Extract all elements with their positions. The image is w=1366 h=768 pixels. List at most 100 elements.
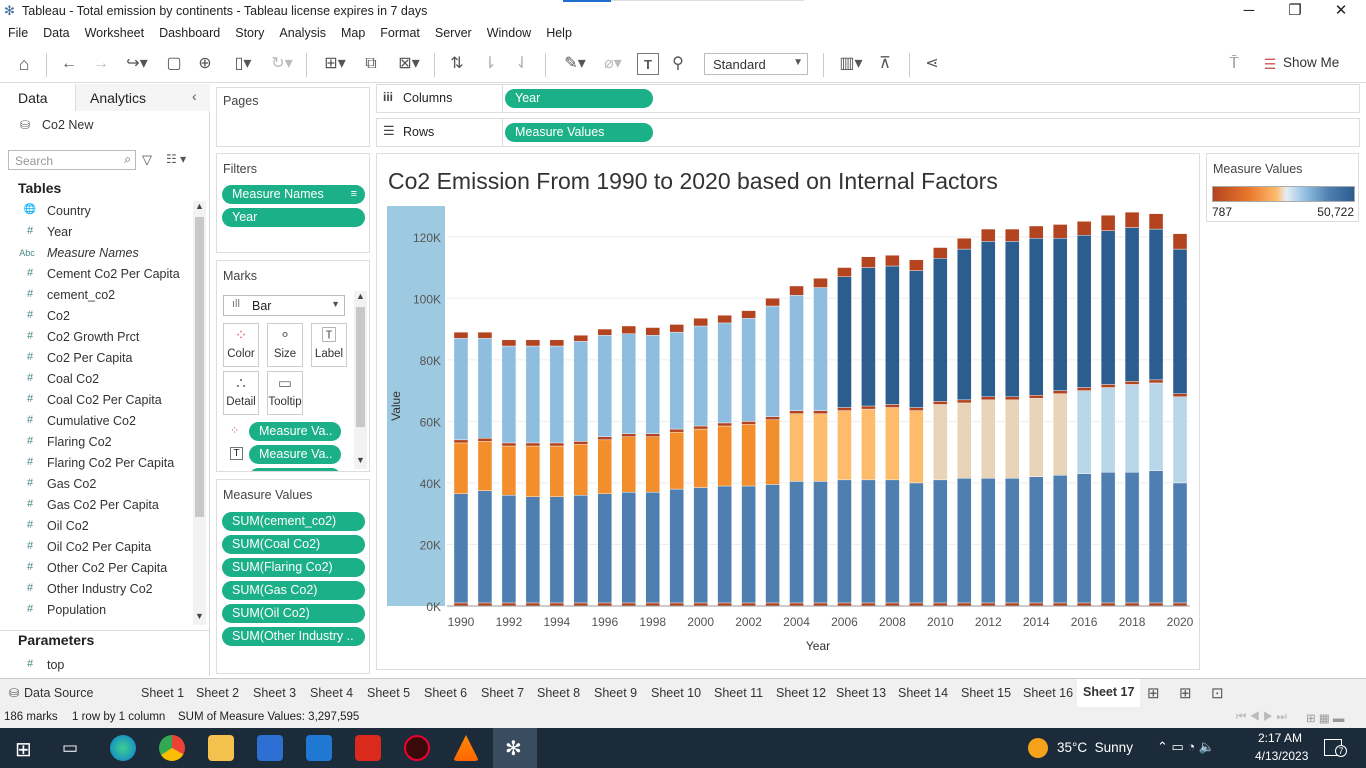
maximize-button[interactable]: ❐ [1288,2,1302,19]
bar-segment[interactable] [981,478,996,604]
marks-scrollbar[interactable]: ▲ ▼ [354,291,367,469]
bar-segment[interactable] [1076,387,1092,391]
marks-pill-partial[interactable] [249,468,341,471]
menu-item-format[interactable]: Format [380,26,420,40]
tableau-taskbar-button[interactable]: ✻ [493,728,537,768]
menu-item-dashboard[interactable]: Dashboard [159,26,221,40]
bar-segment[interactable] [1005,241,1020,397]
pause-updates-icon[interactable]: ▯▾ [234,55,252,72]
bar-segment[interactable] [1005,396,1020,401]
bar-segment[interactable] [1124,471,1140,604]
bar-segment[interactable] [597,335,612,437]
bar-segment[interactable] [885,407,900,481]
bar-segment[interactable] [741,318,756,422]
presentation-mode-icon[interactable]: ⊼ [879,55,891,72]
field-item[interactable]: # Other Industry Co2 [0,579,190,600]
bar-segment[interactable] [741,485,756,604]
bar-segment[interactable] [957,399,972,404]
weather-text[interactable]: 35°C Sunny [1057,740,1133,755]
new-worksheet-tab-icon[interactable]: ⊞ [1147,685,1160,702]
sheet-tab[interactable]: Sheet 5 [367,686,411,700]
datasource-row[interactable]: ⛁ Co2 New [18,118,208,138]
bar-segment[interactable] [1029,395,1044,399]
bar-segment[interactable] [1100,387,1116,473]
format-painter-icon[interactable]: ⍑ [1229,55,1239,72]
bar-segment[interactable] [669,431,684,490]
bar-segment[interactable] [765,416,780,421]
measure-value-pill[interactable]: SUM(cement_co2) [222,512,365,531]
bar-segment[interactable] [621,325,636,334]
rows-pill-measure-values[interactable]: Measure Values [505,123,653,142]
redo-icon[interactable]: → [93,55,109,72]
bar-segment[interactable] [933,247,948,259]
menu-item-file[interactable]: File [8,26,29,40]
bar-segment[interactable] [669,324,684,333]
bar-segment[interactable] [501,442,517,447]
bar-segment[interactable] [669,428,684,433]
bar-segment[interactable] [1172,248,1188,394]
bar-segment[interactable] [1029,225,1044,239]
sort-ascending-icon[interactable]: ⇂ [483,55,497,72]
bar-segment[interactable] [453,439,469,444]
size-button[interactable]: ⚬ Size [267,323,303,367]
bar-segment[interactable] [765,419,780,485]
bar-segment[interactable] [621,436,636,493]
bar-segment[interactable] [693,425,708,430]
bar-segment[interactable] [453,493,469,604]
menu-item-data[interactable]: Data [43,26,70,40]
bar-segment[interactable] [693,487,708,604]
sheet-tab[interactable]: Sheet 14 [898,686,949,700]
bar-segment[interactable] [597,439,612,494]
bar-segment[interactable] [789,413,804,482]
tab-data[interactable]: Data [0,84,76,111]
sort-descending-icon[interactable]: ⇃ [515,55,529,72]
bar-segment[interactable] [1100,384,1116,388]
new-story-tab-icon[interactable]: ⊡ [1211,685,1224,702]
swap-rows-columns-icon[interactable]: ⇅ [450,55,464,72]
bar-segment[interactable] [861,267,876,407]
show-cards-icon[interactable]: ▥▾ [839,55,863,72]
bar-segment[interactable] [957,248,972,401]
fix-axes-icon[interactable]: ⚲ [672,55,684,72]
measure-value-pill[interactable]: SUM(Flaring Co2) [222,558,365,577]
bar-segment[interactable] [1148,379,1164,384]
sheet-tab[interactable]: Sheet 4 [310,686,354,700]
bar-segment[interactable] [765,305,780,417]
bar-segment[interactable] [525,345,541,444]
bar-segment[interactable] [525,339,541,347]
sheet-tab[interactable]: Sheet 1 [141,686,185,700]
bar-segment[interactable] [477,338,493,439]
bar-segment[interactable] [1124,211,1140,228]
bar-segment[interactable] [645,491,660,604]
bar-segment[interactable] [957,238,972,250]
bar-segment[interactable] [597,493,612,604]
bar-segment[interactable] [477,441,493,491]
bar-segment[interactable] [597,436,612,441]
system-tray-icons[interactable]: ⌃ ▭ ◔ 🔈 [1157,739,1216,754]
color-button[interactable]: ⁘ Color [223,323,259,367]
bar-segment[interactable] [957,402,972,479]
sheet-view-icon[interactable]: ⊞ ▦ ▬ [1306,713,1345,725]
bar-segment[interactable] [453,442,469,494]
bar-segment[interactable] [885,404,900,408]
bar-segment[interactable] [573,335,589,342]
clock-date[interactable]: 4/13/2023 [1255,749,1309,763]
measure-value-pill[interactable]: SUM(Oil Co2) [222,604,365,623]
bar-segment[interactable] [885,479,900,604]
field-item[interactable]: # Co2 Growth Prct [0,327,190,348]
label-button[interactable]: 🅃 Label [311,323,347,367]
bar-segment[interactable] [693,318,708,327]
bar-segment[interactable] [645,327,660,336]
bar-segment[interactable] [669,488,684,604]
measure-value-pill[interactable]: SUM(Gas Co2) [222,581,365,600]
new-datasource-icon[interactable]: ⊕ [198,55,212,72]
bar-segment[interactable] [573,495,589,604]
swap-history-icon[interactable]: ↪▾ [126,55,148,72]
bar-segment[interactable] [1148,382,1164,471]
bar-segment[interactable] [453,331,469,339]
bar-segment[interactable] [669,331,684,430]
bar-segment[interactable] [885,255,900,267]
bar-segment[interactable] [909,407,924,411]
bar-segment[interactable] [909,410,924,484]
data-source-tab[interactable]: Data Source [24,686,94,700]
